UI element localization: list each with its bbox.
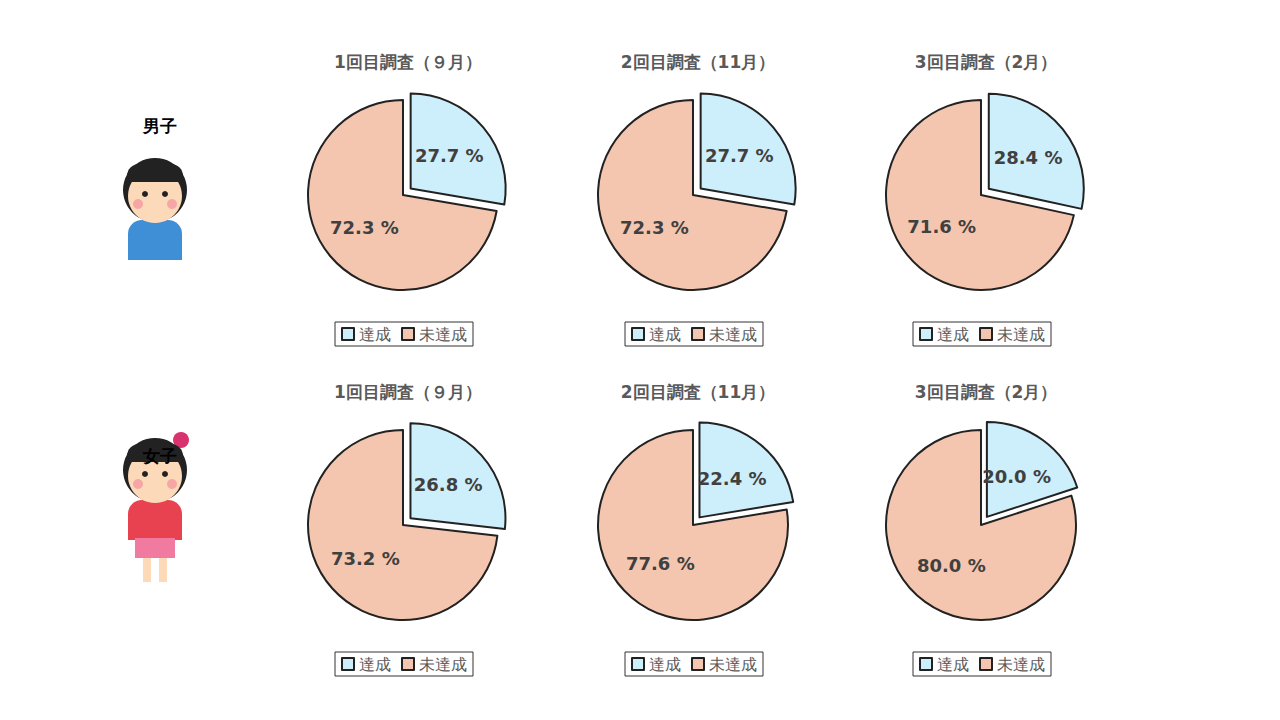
svg-text:77.6 %: 77.6 % [626, 553, 695, 574]
svg-text:達成: 達成 [359, 655, 391, 674]
svg-text:男子: 男子 [142, 116, 177, 136]
svg-text:22.4 %: 22.4 % [698, 468, 767, 489]
svg-text:達成: 達成 [649, 325, 681, 344]
svg-text:28.4 %: 28.4 % [994, 147, 1063, 168]
svg-text:27.7 %: 27.7 % [415, 145, 484, 166]
svg-text:71.6 %: 71.6 % [907, 216, 976, 237]
svg-text:達成: 達成 [937, 655, 969, 674]
svg-text:未達成: 未達成 [419, 655, 467, 674]
svg-text:未達成: 未達成 [997, 325, 1045, 344]
svg-text:2回目調査（11月）: 2回目調査（11月） [621, 382, 776, 402]
svg-text:未達成: 未達成 [709, 325, 757, 344]
svg-text:3回目調査（2月）: 3回目調査（2月） [915, 382, 1058, 402]
svg-text:未達成: 未達成 [419, 325, 467, 344]
svg-text:73.2 %: 73.2 % [331, 548, 400, 569]
svg-text:27.7 %: 27.7 % [705, 145, 774, 166]
svg-text:達成: 達成 [359, 325, 391, 344]
svg-text:2回目調査（11月）: 2回目調査（11月） [621, 52, 776, 72]
svg-text:72.3 %: 72.3 % [620, 217, 689, 238]
svg-text:達成: 達成 [649, 655, 681, 674]
svg-text:80.0 %: 80.0 % [917, 555, 986, 576]
svg-text:72.3 %: 72.3 % [330, 217, 399, 238]
svg-text:3回目調査（2月）: 3回目調査（2月） [915, 52, 1058, 72]
svg-text:1回目調査（９月）: 1回目調査（９月） [334, 52, 482, 72]
svg-text:20.0 %: 20.0 % [982, 466, 1051, 487]
svg-text:未達成: 未達成 [997, 655, 1045, 674]
svg-text:女子: 女子 [142, 446, 177, 466]
svg-text:1回目調査（９月）: 1回目調査（９月） [334, 382, 482, 402]
svg-text:未達成: 未達成 [709, 655, 757, 674]
svg-text:26.8 %: 26.8 % [414, 474, 483, 495]
svg-text:達成: 達成 [937, 325, 969, 344]
